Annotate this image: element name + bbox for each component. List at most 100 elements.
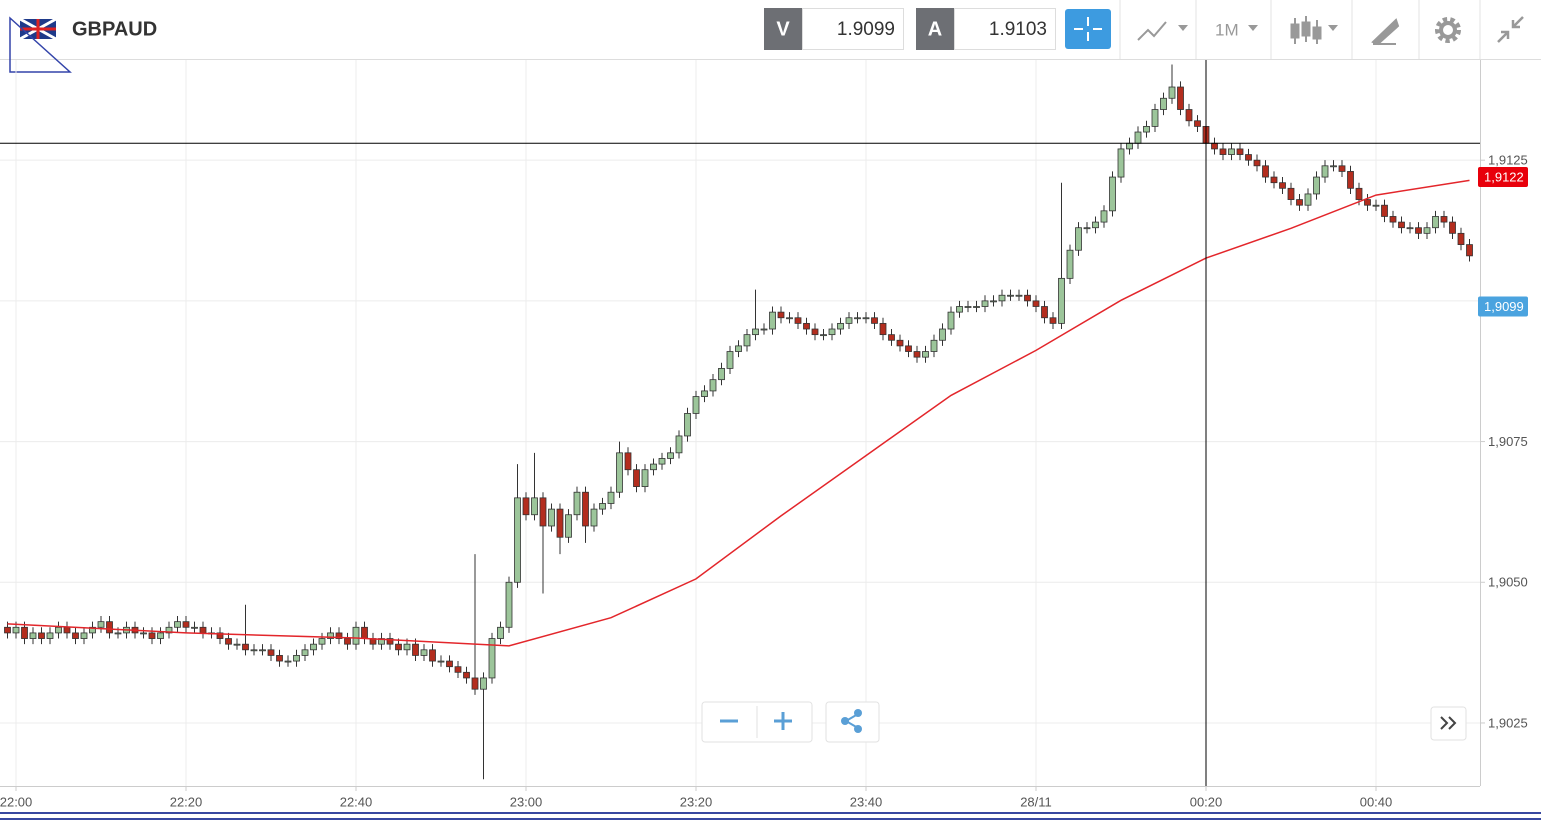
- candle-body: [1338, 165, 1346, 172]
- candle-body: [743, 334, 751, 347]
- candle-body: [1126, 142, 1133, 150]
- price-badge: [1478, 167, 1528, 188]
- x-tick-label: 22:00: [0, 794, 32, 809]
- candle-body: [1389, 216, 1397, 223]
- candle-body: [1398, 221, 1405, 229]
- candle-body: [786, 317, 793, 320]
- scroll-right-button[interactable]: [1430, 706, 1467, 741]
- x-tick-label: 23:20: [680, 794, 713, 809]
- candle-body: [429, 649, 436, 662]
- candle-body: [1058, 277, 1065, 324]
- crosshair-button[interactable]: [1065, 9, 1111, 49]
- candle-body: [701, 390, 708, 397]
- candle-body: [335, 632, 343, 639]
- bid-box: [802, 8, 904, 50]
- candle-body: [582, 491, 589, 527]
- candle-body: [760, 328, 768, 331]
- candle-body: [174, 621, 181, 628]
- candle-body: [284, 660, 292, 663]
- candle-body: [930, 339, 938, 352]
- candle-body: [573, 491, 581, 516]
- candle-body: [548, 508, 555, 527]
- timeframe-button[interactable]: 1M: [1215, 20, 1258, 39]
- candle-body: [1347, 171, 1354, 189]
- candle-body: [225, 638, 232, 645]
- bid-button[interactable]: [764, 8, 802, 50]
- candle-body: [828, 328, 836, 336]
- candle-body: [327, 632, 334, 639]
- candle-body: [437, 660, 445, 663]
- candle-body: [199, 626, 207, 634]
- bid-price: 1.9099: [837, 19, 895, 40]
- candle-body: [726, 351, 734, 369]
- candle-body: [1185, 109, 1193, 122]
- candle-body: [165, 626, 173, 634]
- candle-body: [539, 497, 547, 527]
- chart-type-button[interactable]: [1290, 16, 1338, 44]
- candle-body: [947, 311, 955, 330]
- ask-button[interactable]: [916, 8, 954, 50]
- candle-body: [1032, 300, 1040, 307]
- candle-body: [1245, 154, 1252, 161]
- candle-body: [4, 626, 11, 634]
- y-tick-label: 1,9125: [1488, 153, 1528, 168]
- candle-body: [1287, 187, 1295, 200]
- drawing-button[interactable]: [1371, 18, 1400, 46]
- candle-body: [913, 351, 921, 358]
- candle-body: [862, 317, 870, 320]
- candle-body: [446, 660, 453, 668]
- candle-body: [505, 581, 513, 628]
- share-button[interactable]: [825, 701, 880, 743]
- candle-body: [1423, 227, 1431, 234]
- symbol: GBPAUD: [72, 18, 157, 40]
- candle-body: [1440, 216, 1448, 223]
- candle-body: [658, 458, 666, 465]
- candle-body: [599, 503, 606, 510]
- candle-body: [21, 626, 28, 639]
- candle-body: [1041, 306, 1048, 319]
- candle-body: [106, 621, 113, 634]
- candle-body: [1168, 86, 1176, 99]
- candle-body: [973, 306, 980, 308]
- candle-body: [1304, 193, 1312, 206]
- candle-body: [1117, 148, 1125, 178]
- candle-body: [616, 452, 623, 493]
- candle-body: [318, 638, 326, 645]
- settings-button[interactable]: [1435, 17, 1461, 43]
- candle-body: [276, 655, 283, 662]
- candle-body: [233, 643, 241, 646]
- candle-body: [1075, 227, 1082, 251]
- candle-body: [1270, 176, 1278, 184]
- candle-body: [72, 632, 79, 639]
- candle-body: [1024, 294, 1031, 302]
- candle-body: [250, 649, 258, 652]
- candle-body: [463, 671, 470, 679]
- candle-body: [1279, 182, 1286, 189]
- indicator-button[interactable]: [1137, 21, 1188, 41]
- candle-body: [1313, 176, 1320, 195]
- candle-body: [879, 322, 887, 336]
- bid-label: V: [776, 18, 790, 40]
- candle-body: [259, 649, 266, 652]
- x-tick-label: 00:20: [1190, 794, 1223, 809]
- candle-body: [1109, 176, 1116, 212]
- candle-body: [684, 413, 691, 437]
- candle-body: [1015, 294, 1023, 297]
- candle-body: [352, 626, 360, 645]
- candle-body: [378, 638, 385, 645]
- candle-body: [981, 300, 989, 307]
- candle-body: [939, 328, 946, 341]
- collapse-button[interactable]: [1497, 16, 1524, 43]
- candle-body: [556, 508, 564, 538]
- candle-body: [1228, 148, 1235, 155]
- ask-price: 1.9103: [989, 19, 1047, 40]
- candle-body: [837, 322, 844, 330]
- candle-body: [871, 317, 878, 324]
- candle-body: [905, 345, 912, 352]
- candle-body: [709, 379, 717, 392]
- candle-body: [46, 632, 54, 639]
- zoom-in-button[interactable]: [774, 712, 792, 730]
- candle-body: [1092, 221, 1099, 229]
